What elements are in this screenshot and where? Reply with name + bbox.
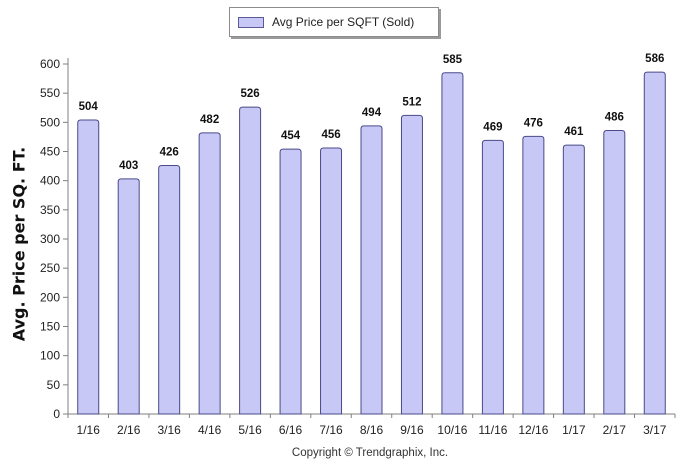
x-tick-label: 4/16 (198, 423, 222, 437)
chart-bars (77, 71, 666, 415)
x-tick-label: 2/16 (117, 423, 141, 437)
y-axis-title: Avg. Price per SQ. FT. (9, 146, 29, 342)
bar (158, 165, 181, 415)
data-label: 469 (483, 121, 502, 133)
bar (481, 139, 504, 415)
x-tick-label: 7/16 (319, 423, 343, 437)
y-tick-label: 450 (40, 145, 60, 159)
bar (643, 71, 666, 415)
bar (441, 72, 464, 415)
x-tick-label: 1/16 (77, 423, 101, 437)
data-label: 512 (402, 96, 421, 108)
bar (522, 135, 545, 415)
y-tick-label: 400 (40, 174, 60, 188)
bar (320, 147, 343, 415)
y-tick-label: 300 (40, 232, 60, 246)
y-tick-label: 600 (40, 57, 60, 71)
data-label: 476 (524, 117, 543, 129)
x-tick-label: 2/17 (603, 423, 627, 437)
data-label: 494 (362, 107, 382, 119)
data-label: 585 (443, 54, 463, 66)
x-tick-label: 3/17 (643, 423, 667, 437)
x-tick-label: 10/16 (437, 423, 467, 437)
data-label: 426 (160, 147, 179, 159)
y-tick-label: 50 (47, 378, 61, 392)
bar (77, 119, 100, 415)
y-tick-label: 100 (40, 349, 60, 363)
y-tick-label: 550 (40, 86, 60, 100)
x-tick-label: 1/17 (562, 423, 586, 437)
bar (279, 148, 302, 415)
data-label: 482 (200, 114, 219, 126)
data-label: 486 (605, 112, 624, 124)
data-label: 456 (321, 129, 340, 141)
data-label: 461 (564, 126, 584, 138)
x-tick-label: 5/16 (238, 423, 262, 437)
y-tick-label: 350 (40, 203, 60, 217)
x-tick-label: 9/16 (400, 423, 424, 437)
legend-swatch (238, 17, 264, 28)
chart-legend: Avg Price per SQFT (Sold) (229, 7, 439, 37)
bar (562, 144, 585, 415)
data-label: 526 (241, 88, 260, 100)
x-tick-label: 6/16 (279, 423, 303, 437)
y-tick-label: 150 (40, 320, 60, 334)
x-tick-label: 8/16 (360, 423, 384, 437)
bar (239, 106, 262, 415)
chart-data-labels: 504 403 426 482 526 454 456 494 512 585 469 476 461 4… (79, 53, 665, 172)
bar (198, 132, 221, 415)
data-label: 403 (119, 160, 138, 172)
bar (360, 125, 383, 415)
x-tick-label: 11/16 (478, 423, 507, 437)
y-tick-label: 200 (40, 290, 60, 304)
x-tick-label: 12/16 (518, 423, 548, 437)
bar (117, 178, 140, 415)
data-label: 454 (281, 130, 301, 142)
data-label: 504 (79, 101, 99, 113)
data-label: 586 (645, 53, 664, 65)
legend-label: Avg Price per SQFT (Sold) (272, 15, 415, 29)
bar (603, 130, 626, 415)
x-tick-label: 3/16 (157, 423, 181, 437)
chart-axes: 0 50 100 150 200 250 300 350 400 450 500 550 600 1/16… (40, 57, 676, 437)
copyright-text: Copyright © Trendgraphix, Inc. (291, 447, 449, 459)
y-tick-label: 500 (40, 115, 60, 129)
bar (400, 114, 423, 415)
y-tick-label: 0 (53, 407, 60, 421)
y-tick-label: 250 (40, 261, 60, 275)
